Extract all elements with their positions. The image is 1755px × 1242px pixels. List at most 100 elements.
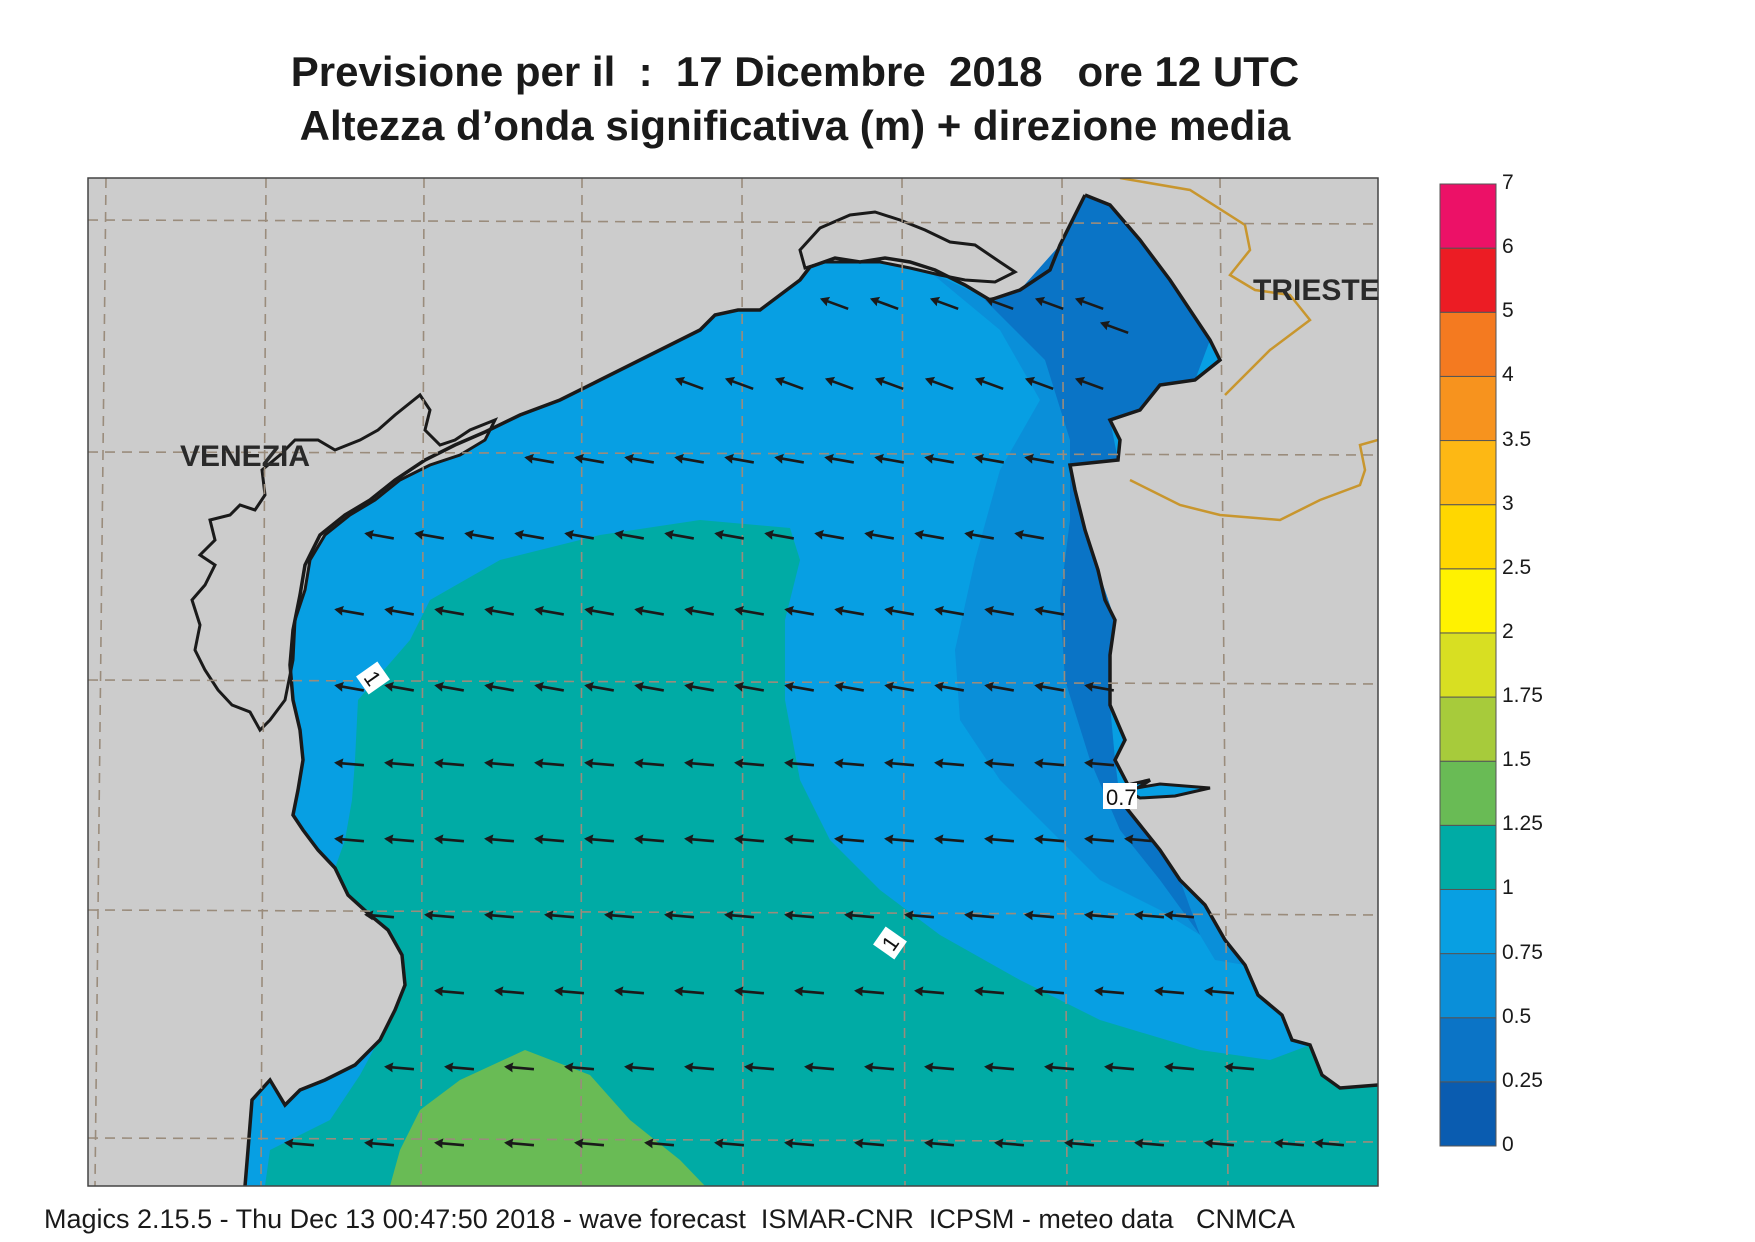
arrow-head <box>934 681 944 692</box>
wave-direction-arrow-icon <box>664 529 695 540</box>
wave-direction-arrow-icon <box>684 834 715 845</box>
arrow-head <box>504 1138 514 1149</box>
arrow-head <box>784 758 794 769</box>
arrow-head <box>384 1062 394 1073</box>
arrow-head <box>334 681 344 692</box>
arrow-head <box>1084 834 1094 845</box>
wave-direction-arrow-icon <box>1084 910 1115 921</box>
arrow-head <box>334 758 344 769</box>
contour-label-text: 0.7 <box>1106 785 1137 810</box>
wave-direction-arrow-icon <box>434 1138 465 1149</box>
wave-direction-arrow-icon <box>1074 296 1104 311</box>
wave-direction-arrow-icon <box>924 376 954 391</box>
wave-direction-arrow-icon <box>824 453 855 464</box>
wave-direction-arrow-icon <box>1224 1062 1255 1073</box>
sea-zone-1-25-1-5 <box>390 1050 705 1186</box>
wave-direction-arrow-icon <box>1024 453 1055 464</box>
wave-direction-arrow-icon <box>544 910 575 921</box>
arrow-head <box>664 910 674 921</box>
arrow-head <box>1164 1062 1174 1073</box>
arrow-head <box>564 529 574 540</box>
legend-tick-label: 6 <box>1502 235 1514 259</box>
arrow-head <box>484 605 494 616</box>
arrow-head <box>834 834 844 845</box>
wave-direction-arrow-icon <box>384 758 415 769</box>
legend-tick-label: 2 <box>1502 619 1514 643</box>
legend-tick-label: 1.75 <box>1502 684 1543 708</box>
arrow-head <box>534 605 544 616</box>
wave-direction-arrow-icon <box>614 529 645 540</box>
wave-direction-arrow-icon <box>984 605 1015 616</box>
wave-direction-arrow-icon <box>494 986 525 997</box>
arrow-head <box>1274 1138 1284 1149</box>
wave-direction-arrow-icon <box>934 758 965 769</box>
wave-direction-arrow-icon <box>1064 1138 1095 1149</box>
wave-direction-arrow-icon <box>284 1138 315 1149</box>
arrow-head <box>984 681 994 692</box>
legend-tick-label: 0.25 <box>1502 1068 1543 1092</box>
arrow-head <box>974 453 984 464</box>
arrow-head <box>634 834 644 845</box>
arrow-head <box>444 1062 454 1073</box>
arrow-head <box>1074 296 1086 307</box>
arrow-head <box>794 986 804 997</box>
arrow-head <box>934 834 944 845</box>
legend-swatch <box>1439 440 1497 506</box>
wave-direction-arrow-icon <box>1274 1138 1305 1149</box>
legend-swatch <box>1439 247 1497 313</box>
map-title-line-2: Altezza d’onda significativa (m) + direz… <box>299 102 1291 149</box>
arrow-head <box>804 1062 814 1073</box>
wave-direction-arrow-icon <box>834 758 865 769</box>
arrow-head <box>784 834 794 845</box>
contour-label-0-7: 0.7 <box>1103 783 1137 810</box>
arrow-head <box>484 681 494 692</box>
wave-direction-arrow-icon <box>1314 1138 1345 1149</box>
arrow-head <box>684 605 694 616</box>
wave-direction-arrow-icon <box>534 758 565 769</box>
arrow-head <box>724 910 734 921</box>
arrow-head <box>784 605 794 616</box>
wave-direction-arrow-icon <box>434 986 465 997</box>
arrow-head <box>1084 758 1094 769</box>
arrow-head <box>764 529 774 540</box>
wave-direction-arrow-icon <box>664 910 695 921</box>
arrow-head <box>714 1138 724 1149</box>
arrow-head <box>434 986 444 997</box>
arrow-head <box>854 1138 864 1149</box>
wave-direction-arrow-icon <box>784 910 815 921</box>
map-title-line-1: Previsione per il : 17 Dicembre 2018 ore… <box>290 48 1300 95</box>
arrow-head <box>929 296 941 307</box>
arrow-head <box>1224 1062 1234 1073</box>
wave-direction-arrow-icon <box>334 681 365 692</box>
wave-direction-arrow-icon <box>1034 834 1065 845</box>
arrow-head <box>514 529 524 540</box>
wave-direction-arrow-icon <box>974 376 1004 391</box>
arrow-head <box>1124 834 1134 845</box>
arrow-head <box>884 834 894 845</box>
wave-direction-arrow-icon <box>684 1062 715 1073</box>
arrow-head <box>584 834 594 845</box>
arrow-head <box>634 758 644 769</box>
wave-direction-arrow-icon <box>1154 986 1185 997</box>
arrow-head <box>874 453 884 464</box>
arrow-head <box>484 834 494 845</box>
wave-direction-arrow-icon <box>364 529 395 540</box>
wave-direction-arrow-icon <box>444 1062 475 1073</box>
wave-direction-arrow-icon <box>514 529 545 540</box>
arrow-head <box>884 605 894 616</box>
wave-direction-arrow-icon <box>384 834 415 845</box>
arrow-head <box>1314 1138 1324 1149</box>
wave-direction-arrow-icon <box>674 376 704 391</box>
arrow-head <box>1014 529 1024 540</box>
arrow-head <box>724 376 736 387</box>
arrow-head <box>744 1062 754 1073</box>
wave-direction-arrow-icon <box>574 453 605 464</box>
wave-direction-arrow-icon <box>684 681 715 692</box>
legend-tick-label: 1.25 <box>1502 812 1543 836</box>
wave-direction-arrow-icon <box>869 296 899 311</box>
arrow-head <box>684 834 694 845</box>
wave-direction-arrow-icon <box>1034 681 1065 692</box>
wave-direction-arrow-icon <box>734 681 765 692</box>
wave-direction-arrow-icon <box>714 1138 745 1149</box>
wave-direction-arrow-icon <box>864 529 895 540</box>
